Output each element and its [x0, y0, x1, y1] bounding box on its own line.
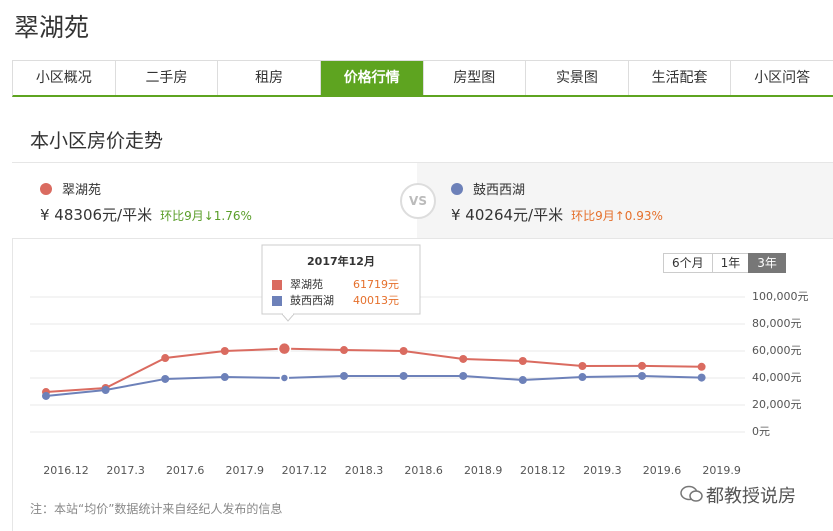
y-tick-label: 100,000元: [752, 290, 809, 303]
data-point: [220, 373, 229, 382]
y-tick-label: 20,000元: [752, 398, 802, 411]
data-point: [578, 361, 587, 370]
change: 环比9月↓1.76%: [160, 209, 252, 223]
data-point: [279, 373, 290, 383]
name: 鼓西西湖: [473, 183, 526, 198]
tab[interactable]: 价格行情: [320, 61, 424, 95]
x-tick-label: 2017.12: [282, 464, 328, 477]
x-tick-label: 2018.12: [520, 464, 566, 477]
data-point: [697, 373, 706, 382]
tooltip-swatch: [272, 280, 282, 290]
compare-right: 鼓西西湖 ¥ 40264元/平米 环比9月↑0.93%: [417, 162, 833, 239]
x-tick-label: 2017.3: [106, 464, 145, 477]
change: 环比9月↑0.93%: [571, 209, 663, 223]
data-point: [518, 356, 527, 365]
tab[interactable]: 二手房: [116, 61, 219, 95]
data-point: [697, 362, 706, 371]
x-tick-label: 2018.6: [404, 464, 443, 477]
data-point: [220, 347, 229, 355]
data-point: [340, 371, 348, 380]
tab[interactable]: 小区问答: [731, 61, 833, 95]
x-tick-label: 2016.12: [43, 464, 89, 477]
chart-box: [12, 238, 833, 531]
y-tick-label: 80,000元: [752, 317, 802, 330]
vs-badge: VS: [400, 183, 436, 219]
tooltip-name: 鼓西西湖: [290, 293, 334, 307]
x-tick-label: 2019.9: [702, 464, 741, 477]
data-point: [578, 373, 587, 382]
price: ¥ 40264元/平米 环比9月↑0.93%: [451, 204, 663, 225]
data-point: [101, 386, 110, 395]
tab[interactable]: 租房: [218, 61, 321, 95]
data-point: [459, 354, 468, 363]
range-buttons: 6个月 1年 3年: [663, 253, 786, 273]
x-tick-label: 2019.3: [583, 464, 622, 477]
tooltip-box: [261, 244, 421, 315]
y-tick-label: 0元: [752, 425, 770, 438]
series-line: [45, 347, 702, 394]
page-title: 翠湖苑: [14, 13, 90, 42]
data-point: [161, 354, 170, 363]
data-point: [42, 391, 50, 400]
range-button[interactable]: 1年: [711, 253, 750, 273]
data-point: [459, 371, 468, 380]
tab[interactable]: 房型图: [424, 61, 527, 95]
name: 翠湖苑: [62, 183, 102, 198]
data-point: [638, 361, 646, 370]
chart: 0元 20,000元 40,000元 60,000元 80,000元 100,000元 20…: [30, 244, 809, 477]
x-tick-label: 2018.3: [345, 464, 384, 477]
data-point: [638, 371, 646, 380]
y-tick-label: 40,000元: [752, 371, 802, 384]
y-tick-label: 60,000元: [752, 344, 802, 357]
tooltip-title: 2017年12月: [307, 254, 375, 268]
tooltip-name: 翠湖苑: [290, 278, 323, 291]
price-value: ¥ 40264元/平米: [451, 206, 564, 224]
footnote: 注：本站“均价”数据统计来自经纪人发布的信息: [30, 502, 283, 516]
tab[interactable]: 小区概况: [13, 61, 116, 95]
tooltip-swatch: [272, 296, 282, 306]
legend-dot: [40, 183, 52, 195]
tooltip-arrow: [280, 313, 296, 322]
data-point: [399, 371, 408, 380]
data-point: [518, 376, 527, 385]
section-title: 本小区房价走势: [30, 130, 164, 152]
tab[interactable]: 生活配套: [629, 61, 732, 95]
data-point: [277, 341, 292, 356]
legend-dot: [451, 183, 463, 195]
series-line: [45, 374, 702, 397]
range-button[interactable]: 6个月: [663, 253, 713, 273]
tooltip-value: 40013元: [353, 294, 399, 307]
price-value: ¥ 48306元/平米: [40, 206, 153, 224]
watermark: 都教授说房: [706, 486, 796, 507]
data-point: [161, 374, 170, 383]
x-tick-label: 2017.9: [226, 464, 265, 477]
tooltip-value: 61719元: [353, 278, 399, 291]
compare-left: 翠湖苑 ¥ 48306元/平米 环比9月↓1.76%: [12, 162, 417, 239]
x-tick-label: 2018.9: [464, 464, 503, 477]
data-point: [340, 346, 348, 355]
range-button[interactable]: 3年: [748, 253, 786, 273]
tab-bar: 小区概况 二手房 租房 价格行情 房型图 实景图 生活配套 小区问答: [12, 60, 833, 97]
data-point: [399, 347, 408, 355]
price: ¥ 48306元/平米 环比9月↓1.76%: [40, 204, 252, 225]
x-tick-label: 2017.6: [166, 464, 205, 477]
x-tick-label: 2019.6: [643, 464, 682, 477]
wechat-icon: [680, 484, 704, 508]
tab[interactable]: 实景图: [526, 61, 629, 95]
